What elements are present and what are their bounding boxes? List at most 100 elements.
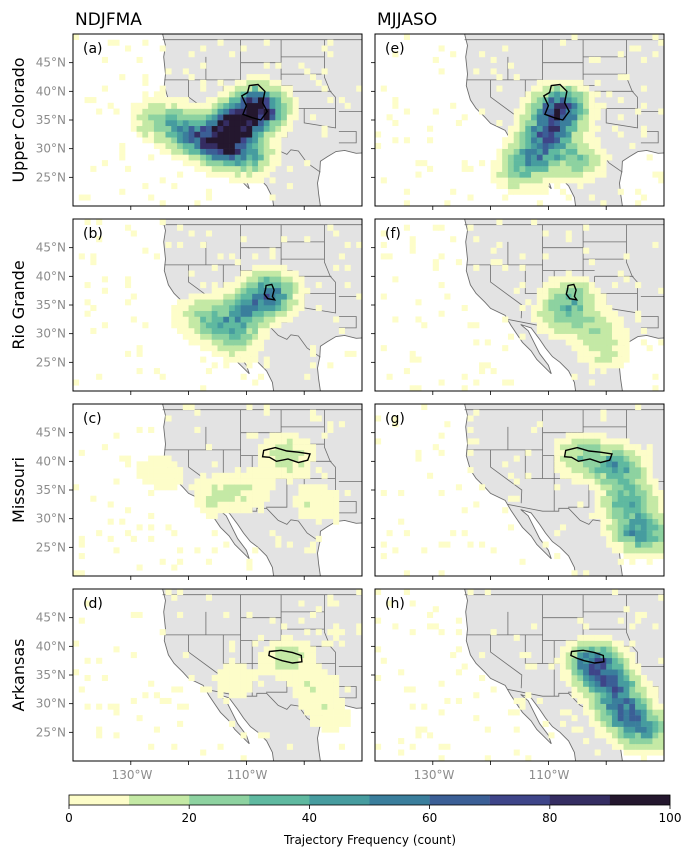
heatmap-cell: [292, 438, 299, 445]
heatmap-cell: [559, 177, 567, 184]
heatmap-cell: [188, 316, 195, 323]
heatmap-cell: [101, 56, 108, 63]
heatmap-cell: [356, 629, 362, 636]
heatmap-cell: [559, 120, 567, 127]
heatmap-cell: [554, 316, 561, 323]
row-label-arkansas: Arkansas: [9, 639, 28, 712]
heatmap-cell: [153, 368, 160, 375]
heatmap-cell: [246, 501, 253, 508]
heatmap-cell: [658, 287, 664, 294]
heatmap-cell: [159, 467, 166, 474]
heatmap-cell: [646, 703, 653, 710]
heatmap-cell: [217, 91, 224, 98]
heatmap-cell: [571, 345, 578, 352]
heatmap-cell: [658, 732, 664, 739]
heatmap-cell: [450, 530, 457, 537]
heatmap-cell: [304, 472, 311, 479]
heatmap-cell: [223, 310, 230, 317]
heatmap-cell: [292, 675, 299, 682]
heatmap-cell: [286, 316, 293, 323]
heatmap-cell: [246, 322, 253, 329]
heatmap-cell: [281, 663, 288, 670]
heatmap-cell: [257, 322, 265, 329]
heatmap-cell: [315, 518, 322, 525]
heatmap-cell: [211, 114, 218, 121]
heatmap-cell: [177, 102, 184, 109]
heatmap-cell: [623, 449, 630, 456]
heatmap-cell: [338, 715, 345, 722]
heatmap-cell: [635, 553, 642, 560]
heatmap-cell: [629, 541, 636, 548]
heatmap-cell: [559, 310, 567, 317]
heatmap-cell: [321, 490, 328, 497]
heatmap-cell: [519, 142, 526, 149]
heatmap-cell: [205, 495, 213, 502]
heatmap-cell: [281, 287, 288, 294]
basin-outline: [261, 446, 311, 464]
heatmap-cell: [269, 461, 276, 468]
heatmap-cell: [234, 177, 241, 184]
heatmap-cell: [571, 34, 578, 41]
heatmap-cell: [309, 692, 317, 699]
heatmap-cell: [275, 472, 282, 479]
heatmap-cell: [531, 108, 538, 115]
heatmap-cell: [281, 305, 288, 312]
heatmap-cell: [246, 177, 253, 184]
heatmap-cell: [165, 241, 172, 248]
heatmap-cell: [611, 663, 619, 670]
heatmap-cell: [565, 299, 572, 306]
state-border: [338, 501, 357, 514]
heatmap-cell: [611, 686, 619, 693]
heatmap-cell: [398, 738, 405, 745]
heatmap-cell: [525, 154, 532, 161]
heatmap-cell: [211, 142, 218, 149]
heatmap-cell: [217, 154, 224, 161]
heatmap-cell: [617, 692, 624, 699]
heatmap-cell: [229, 108, 236, 115]
heatmap-cell: [252, 669, 259, 676]
heatmap-cell: [275, 142, 282, 149]
heatmap-cell: [554, 310, 561, 317]
heatmap-cell: [344, 720, 351, 727]
heatmap-cell: [246, 137, 253, 144]
heatmap-cell: [315, 629, 322, 636]
heatmap-cell: [177, 467, 184, 474]
heatmap-cell: [148, 512, 155, 519]
heatmap-cell: [263, 646, 270, 653]
heatmap-cell: [600, 680, 607, 687]
heatmap-cell: [125, 282, 132, 289]
heatmap-cell: [205, 137, 213, 144]
heatmap-cell: [531, 114, 538, 121]
heatmap-cell: [519, 154, 526, 161]
map-panel: (b): [69, 218, 363, 395]
heatmap-cell: [490, 177, 497, 184]
heatmap-cell: [153, 467, 160, 474]
heatmap-cell: [292, 449, 299, 456]
heatmap-cell: [315, 467, 322, 474]
heatmap-cell: [229, 478, 236, 485]
heatmap-cell: [327, 640, 334, 647]
heatmap-cell: [571, 137, 578, 144]
heatmap-cell: [148, 467, 155, 474]
heatmap-cell: [229, 165, 236, 172]
heatmap-cell: [623, 484, 630, 491]
heatmap-cell: [200, 241, 207, 248]
heatmap-cell: [309, 114, 317, 121]
heatmap-cell: [309, 350, 317, 357]
heatmap-cell: [257, 310, 265, 317]
heatmap-cell: [629, 743, 636, 750]
heatmap-cell: [269, 432, 276, 439]
heatmap-cell: [583, 131, 590, 138]
heatmap-cell: [315, 686, 322, 693]
heatmap-cell: [304, 629, 311, 636]
heatmap-cell: [600, 720, 607, 727]
heatmap-cell: [519, 148, 526, 155]
heatmap-cell: [211, 501, 218, 508]
heatmap-cell: [403, 589, 410, 596]
heatmap-cell: [623, 535, 630, 542]
heatmap-cell: [617, 339, 624, 346]
heatmap-cell: [629, 524, 636, 531]
heatmap-cell: [577, 293, 584, 300]
heatmap-cell: [263, 732, 270, 739]
heatmap-cell: [479, 108, 486, 115]
